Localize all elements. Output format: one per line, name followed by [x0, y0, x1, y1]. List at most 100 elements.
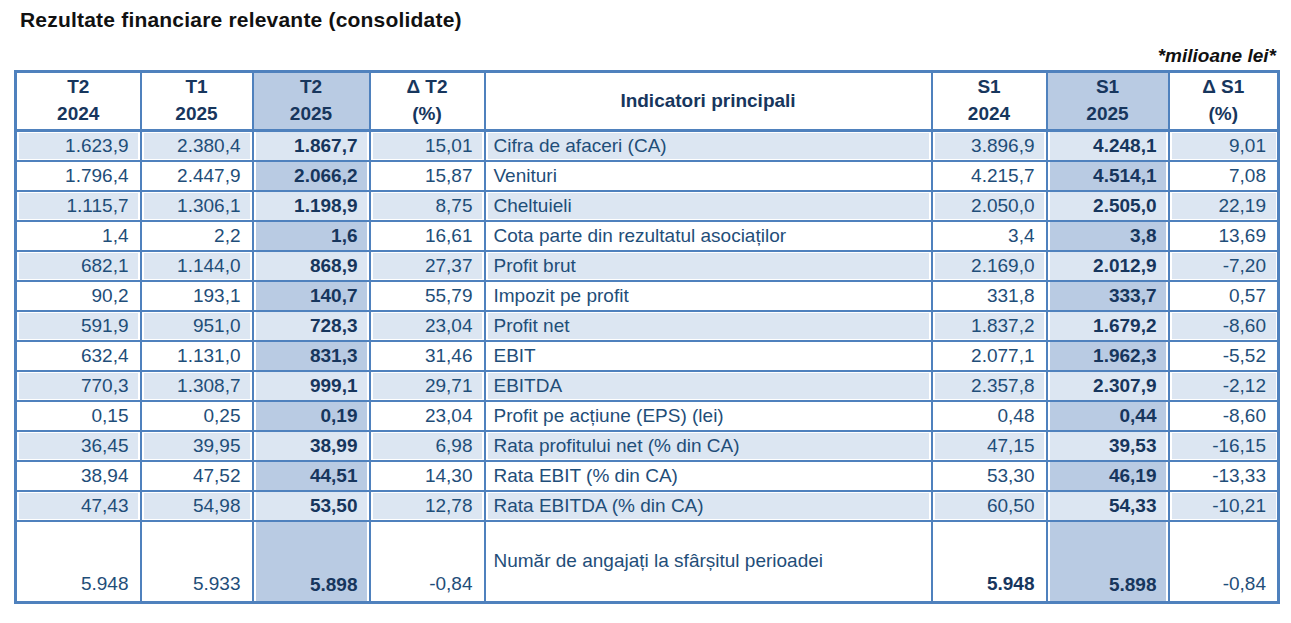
cell-delta-s1: 7,08 — [1169, 161, 1279, 191]
cell-indicator: Rata EBIT (% din CA) — [485, 461, 932, 491]
table-row-numar-angajati: 5.948 5.933 5.898 -0,84 Număr de angajaț… — [16, 521, 1279, 603]
cell-t2-2024: 36,45 — [16, 431, 141, 461]
header-line: (%) — [1170, 101, 1278, 128]
cell-s1-2025: 5.898 — [1047, 521, 1169, 603]
cell-s1-2025: 54,33 — [1047, 491, 1169, 521]
cell-t2-2024: 1,4 — [16, 221, 141, 251]
cell-indicator: Cheltuieli — [485, 191, 932, 221]
header-line: 2024 — [17, 101, 140, 128]
cell-indicator: Profit net — [485, 311, 932, 341]
table-row-impozit: 90,2 193,1 140,7 55,79 Impozit pe profit… — [16, 281, 1279, 311]
page-title: Rezultate financiare relevante (consolid… — [20, 8, 1277, 32]
cell-s1-2025: 4.248,1 — [1047, 131, 1169, 161]
cell-delta-t2: 31,46 — [370, 341, 485, 371]
cell-t2-2025: 868,9 — [253, 251, 370, 281]
header-line: 2024 — [933, 101, 1046, 128]
cell-t2-2025: 1.867,7 — [253, 131, 370, 161]
cell-delta-s1: -16,15 — [1169, 431, 1279, 461]
cell-delta-s1: -7,20 — [1169, 251, 1279, 281]
cell-t2-2024: 770,3 — [16, 371, 141, 401]
header-line: (%) — [371, 101, 484, 128]
cell-t1-2025: 0,25 — [141, 401, 253, 431]
cell-indicator: Număr de angajați la sfârșitul perioadei — [485, 521, 932, 603]
cell-t2-2025: 0,19 — [253, 401, 370, 431]
cell-s1-2024: 2.357,8 — [932, 371, 1047, 401]
cell-delta-s1: 13,69 — [1169, 221, 1279, 251]
cell-s1-2025: 1.962,3 — [1047, 341, 1169, 371]
cell-t2-2024: 0,15 — [16, 401, 141, 431]
cell-s1-2025: 39,53 — [1047, 431, 1169, 461]
cell-delta-t2: 12,78 — [370, 491, 485, 521]
cell-delta-t2: 6,98 — [370, 431, 485, 461]
header-line: 2025 — [1048, 101, 1168, 128]
cell-t1-2025: 2.380,4 — [141, 131, 253, 161]
cell-delta-t2: 23,04 — [370, 311, 485, 341]
col-header-indicator: Indicatori principali — [485, 72, 932, 131]
cell-t2-2024: 5.948 — [16, 521, 141, 603]
cell-t1-2025: 54,98 — [141, 491, 253, 521]
cell-delta-t2: 55,79 — [370, 281, 485, 311]
header-line: 2025 — [142, 101, 252, 128]
table-row-profit-brut: 682,1 1.144,0 868,9 27,37 Profit brut 2.… — [16, 251, 1279, 281]
col-header-s1-2025: S1 2025 — [1047, 72, 1169, 131]
header-line: Δ T2 — [371, 74, 484, 101]
cell-delta-s1: -13,33 — [1169, 461, 1279, 491]
cell-delta-s1: 0,57 — [1169, 281, 1279, 311]
cell-s1-2024: 4.215,7 — [932, 161, 1047, 191]
cell-delta-t2: 29,71 — [370, 371, 485, 401]
cell-t2-2025: 831,3 — [253, 341, 370, 371]
cell-t1-2025: 39,95 — [141, 431, 253, 461]
cell-t2-2025: 1.198,9 — [253, 191, 370, 221]
header-line: T2 — [254, 74, 369, 101]
cell-delta-s1: 22,19 — [1169, 191, 1279, 221]
table-body: 1.623,9 2.380,4 1.867,7 15,01 Cifra de a… — [16, 131, 1279, 603]
cell-s1-2024: 3,4 — [932, 221, 1047, 251]
cell-indicator: Profit brut — [485, 251, 932, 281]
cell-t2-2025: 728,3 — [253, 311, 370, 341]
col-header-delta-s1: Δ S1 (%) — [1169, 72, 1279, 131]
cell-delta-s1: -5,52 — [1169, 341, 1279, 371]
cell-t2-2024: 38,94 — [16, 461, 141, 491]
cell-s1-2024: 1.837,2 — [932, 311, 1047, 341]
cell-delta-t2: 27,37 — [370, 251, 485, 281]
col-header-t2-2024: T2 2024 — [16, 72, 141, 131]
cell-t1-2025: 2,2 — [141, 221, 253, 251]
cell-s1-2024: 331,8 — [932, 281, 1047, 311]
cell-delta-s1: -0,84 — [1169, 521, 1279, 603]
cell-t2-2025: 53,50 — [253, 491, 370, 521]
col-header-delta-t2: Δ T2 (%) — [370, 72, 485, 131]
cell-s1-2025: 333,7 — [1047, 281, 1169, 311]
header-line: S1 — [1048, 74, 1168, 101]
cell-indicator: Rata profitului net (% din CA) — [485, 431, 932, 461]
cell-delta-t2: 15,01 — [370, 131, 485, 161]
table-row-cota-parte: 1,4 2,2 1,6 16,61 Cota parte din rezulta… — [16, 221, 1279, 251]
cell-t2-2025: 2.066,2 — [253, 161, 370, 191]
cell-delta-s1: -2,12 — [1169, 371, 1279, 401]
cell-s1-2025: 0,44 — [1047, 401, 1169, 431]
cell-delta-t2: 16,61 — [370, 221, 485, 251]
cell-delta-s1: 9,01 — [1169, 131, 1279, 161]
cell-delta-s1: -10,21 — [1169, 491, 1279, 521]
cell-t2-2025: 44,51 — [253, 461, 370, 491]
cell-s1-2024: 5.948 — [932, 521, 1047, 603]
cell-t2-2024: 1.115,7 — [16, 191, 141, 221]
cell-t1-2025: 47,52 — [141, 461, 253, 491]
header-line: S1 — [933, 74, 1046, 101]
cell-delta-t2: -0,84 — [370, 521, 485, 603]
cell-s1-2024: 0,48 — [932, 401, 1047, 431]
cell-s1-2024: 2.077,1 — [932, 341, 1047, 371]
cell-t2-2025: 5.898 — [253, 521, 370, 603]
table-row-ebit: 632,4 1.131,0 831,3 31,46 EBIT 2.077,1 1… — [16, 341, 1279, 371]
table-row-rata-ebit: 38,94 47,52 44,51 14,30 Rata EBIT (% din… — [16, 461, 1279, 491]
cell-s1-2024: 3.896,9 — [932, 131, 1047, 161]
cell-s1-2025: 46,19 — [1047, 461, 1169, 491]
cell-indicator: Impozit pe profit — [485, 281, 932, 311]
cell-t1-2025: 1.144,0 — [141, 251, 253, 281]
header-line: 2025 — [254, 101, 369, 128]
cell-delta-t2: 23,04 — [370, 401, 485, 431]
table-row-eps: 0,15 0,25 0,19 23,04 Profit pe acțiune (… — [16, 401, 1279, 431]
cell-indicator: Rata EBITDA (% din CA) — [485, 491, 932, 521]
cell-s1-2024: 60,50 — [932, 491, 1047, 521]
table-row-cheltuieli: 1.115,7 1.306,1 1.198,9 8,75 Cheltuieli … — [16, 191, 1279, 221]
table-row-rata-profit-net: 36,45 39,95 38,99 6,98 Rata profitului n… — [16, 431, 1279, 461]
